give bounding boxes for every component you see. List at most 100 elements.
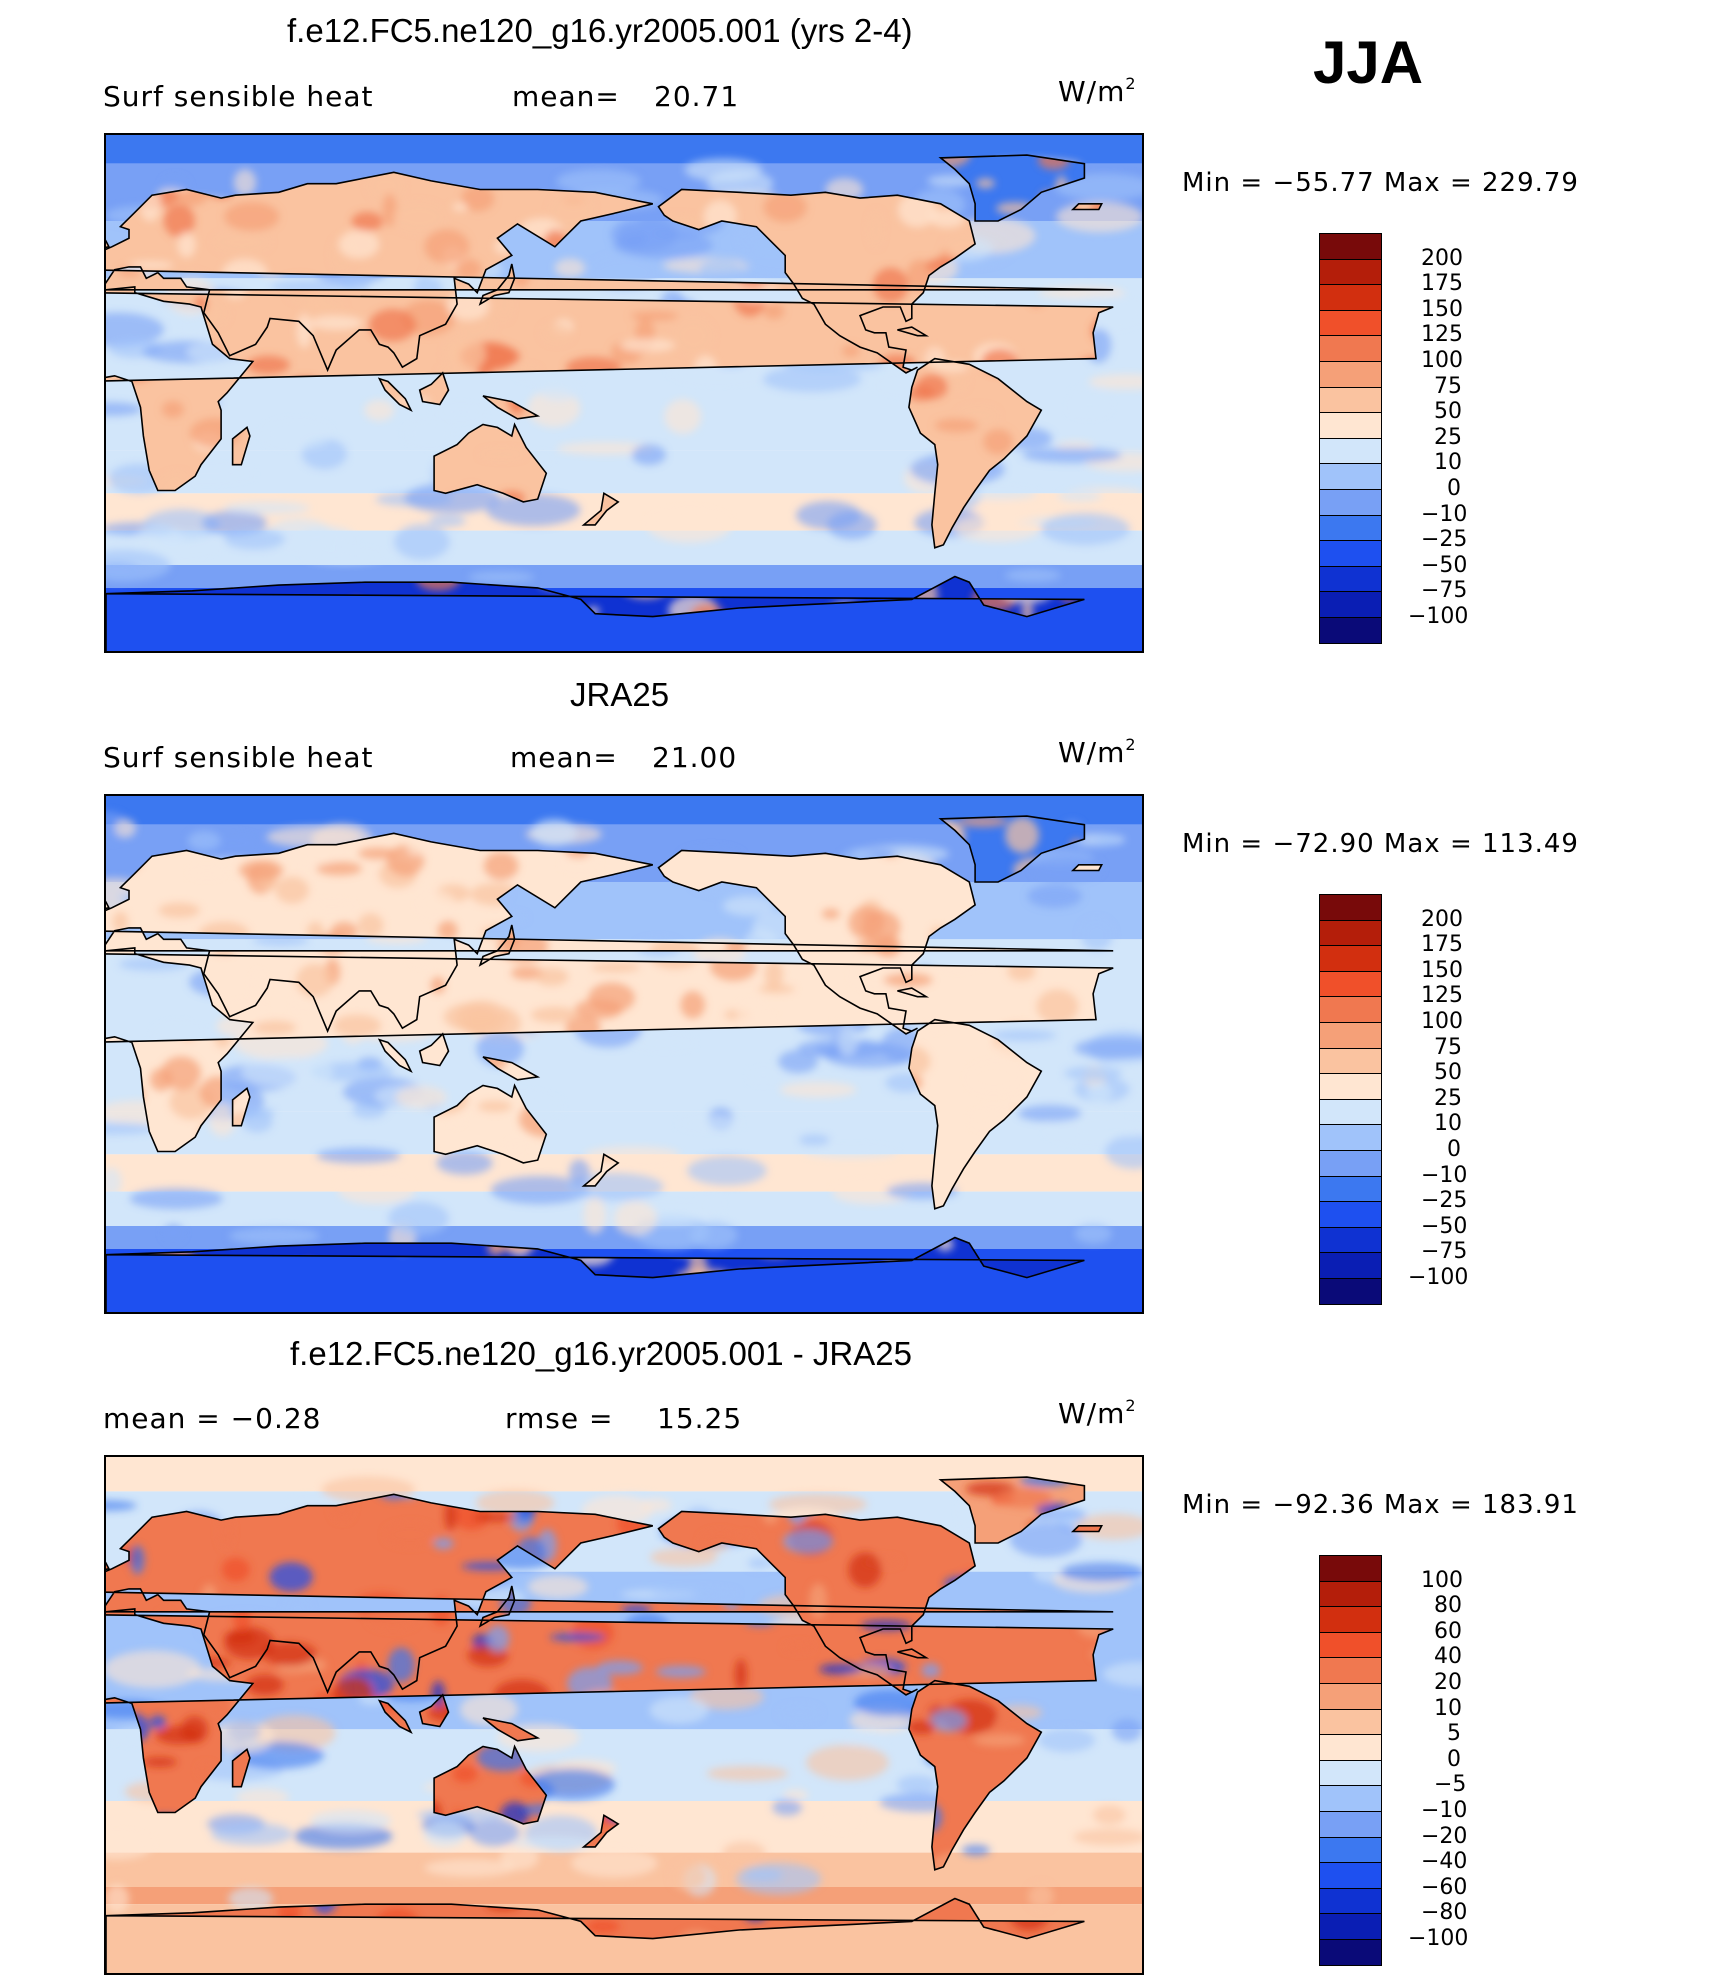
- colorbar-swatch: [1319, 945, 1382, 972]
- field-blob: [803, 1145, 899, 1158]
- panel-1-colorbar: [1319, 233, 1382, 644]
- colorbar-swatch: [1319, 1201, 1382, 1228]
- colorbar-swatch: [1319, 1124, 1382, 1151]
- land-blob: [251, 969, 268, 1002]
- land-blob: [472, 1513, 518, 1522]
- colorbar-swatch: [1319, 437, 1382, 465]
- land-blob: [130, 1545, 145, 1575]
- coastline: [482, 1056, 541, 1081]
- field-blob: [772, 1799, 802, 1816]
- coastline: [106, 239, 111, 249]
- coastline: [478, 263, 516, 306]
- field-blob: [843, 1729, 888, 1749]
- land-blob: [161, 1056, 201, 1090]
- colorbar-swatch: [1319, 489, 1382, 516]
- field-blob: [106, 1830, 154, 1860]
- colorbar-tick-label: −100: [1408, 1265, 1469, 1290]
- field-blob: [806, 1744, 889, 1781]
- field-blob: [798, 1134, 830, 1146]
- colorbar-tick-label: 80: [1434, 1593, 1462, 1619]
- land-fill: [583, 1154, 619, 1186]
- coastline: [478, 1585, 516, 1628]
- field-blob: [476, 1489, 555, 1516]
- land-blob: [486, 1625, 510, 1652]
- land-blob: [861, 910, 901, 945]
- colorbar-swatch: [1319, 1098, 1382, 1126]
- coastline: [1070, 1525, 1104, 1533]
- land-blob: [783, 1642, 814, 1652]
- field-blob: [316, 1147, 401, 1164]
- field-blob: [1073, 1828, 1142, 1846]
- coastline: [897, 326, 930, 337]
- coastline: [418, 371, 450, 406]
- land-blob: [443, 1003, 499, 1031]
- field-blob: [537, 376, 582, 401]
- field-blob: [827, 510, 877, 540]
- ocean-band: [106, 1887, 1142, 1905]
- colorbar-swatch: [1319, 1913, 1382, 1940]
- colorbar-tick-label: 200: [1421, 245, 1463, 271]
- field-blob: [253, 934, 309, 946]
- land-blob: [444, 336, 487, 372]
- land-blob: [619, 338, 675, 353]
- land-blob: [782, 1529, 834, 1554]
- field-blob: [241, 1056, 334, 1087]
- land-blob: [983, 429, 1013, 455]
- colorbar-swatch: [1319, 1073, 1382, 1100]
- coastline: [377, 377, 413, 412]
- coastline: [106, 900, 111, 910]
- colorbar-swatch: [1319, 1555, 1382, 1582]
- colorbar-tick-label: 10: [1434, 450, 1462, 476]
- land-blob: [316, 861, 362, 876]
- field-blob: [650, 1547, 718, 1567]
- colorbar-tick-label: −75: [1421, 1239, 1468, 1265]
- coastline: [938, 815, 1086, 883]
- land-blob: [819, 1663, 862, 1675]
- colorbar-tick-label: 0: [1447, 1746, 1461, 1772]
- land-blob: [308, 900, 356, 913]
- land-blob: [385, 1522, 435, 1547]
- colorbar-swatch: [1319, 1047, 1382, 1075]
- colorbar-swatch: [1319, 1836, 1382, 1864]
- field-blob: [435, 403, 486, 420]
- panel-2-stat-label: mean=: [510, 741, 618, 774]
- field-blob: [187, 830, 221, 851]
- land-blob: [586, 1919, 620, 1933]
- colorbar-swatch: [1319, 284, 1382, 311]
- colorbar-swatch: [1319, 1022, 1382, 1049]
- land-blob: [269, 1562, 313, 1592]
- land-blob: [213, 231, 270, 253]
- coastline: [377, 1038, 413, 1073]
- land-blob: [976, 178, 995, 189]
- colorbar-tick-label: −20: [1421, 1823, 1468, 1849]
- colorbar-swatch: [1319, 1606, 1382, 1633]
- coastline: [433, 1744, 548, 1825]
- colorbar-tick-label: 0: [1447, 476, 1461, 501]
- colorbar-tick-label: −80: [1421, 1900, 1468, 1926]
- field-blob: [706, 169, 774, 198]
- colorbar-swatch: [1319, 1580, 1382, 1608]
- field-blob: [1071, 386, 1112, 414]
- panel-3-title: f.e12.FC5.ne120_g16.yr2005.001 - JRA25: [290, 1335, 912, 1372]
- field-blob: [671, 1862, 707, 1891]
- land-blob: [252, 1020, 297, 1035]
- land-fill: [419, 1033, 449, 1066]
- coastline: [433, 422, 548, 503]
- field-blob: [1087, 1083, 1112, 1103]
- land-blob: [155, 1725, 202, 1745]
- panel-1-stat-value: 20.71: [654, 80, 740, 113]
- field-blob: [584, 1146, 681, 1164]
- field-blob: [966, 502, 1024, 513]
- field-blob: [1057, 490, 1102, 502]
- field-blob: [556, 442, 655, 455]
- colorbar-tick-label: 175: [1421, 932, 1463, 958]
- land-blob: [934, 418, 979, 433]
- field-blob: [631, 444, 666, 466]
- land-blob: [368, 172, 403, 200]
- land-blob: [590, 962, 640, 973]
- colorbar-tick-label: 100: [1421, 1567, 1463, 1593]
- panel-2-units: W/m2: [1058, 735, 1137, 769]
- coastline: [482, 1717, 541, 1742]
- colorbar-tick-label: 25: [1434, 1085, 1462, 1111]
- land-blob: [477, 1100, 513, 1112]
